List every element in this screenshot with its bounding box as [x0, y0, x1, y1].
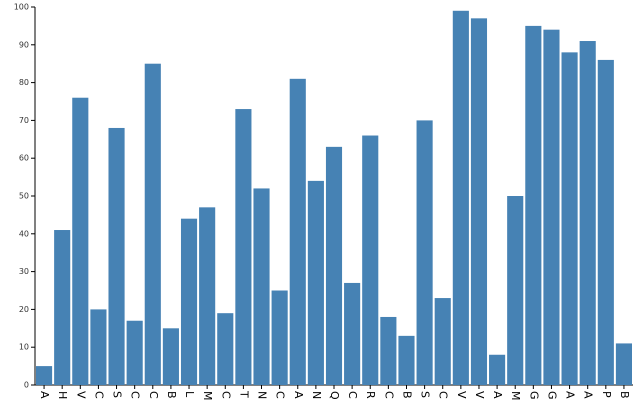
bar — [398, 335, 415, 385]
x-tick-label: B — [618, 391, 631, 399]
x-tick-label: C — [129, 391, 142, 399]
bar — [108, 127, 125, 386]
y-tick-label: 80 — [19, 78, 29, 87]
bar — [72, 97, 89, 385]
x-tick-label: P — [600, 391, 613, 398]
bar — [525, 25, 542, 386]
x-tick-label: A — [38, 391, 51, 399]
bar — [434, 298, 451, 385]
bar — [217, 313, 234, 385]
x-tick-label: R — [364, 391, 377, 399]
y-tick-label: 20 — [19, 305, 29, 314]
x-tick-label: S — [111, 391, 124, 398]
x-tick-label: N — [310, 391, 323, 399]
x-tick-label: A — [564, 391, 577, 399]
bar — [325, 146, 343, 385]
bar — [507, 196, 524, 385]
bar — [54, 230, 71, 385]
y-tick-label: 90 — [19, 40, 29, 49]
x-tick-label: G — [527, 391, 540, 400]
bar — [126, 320, 143, 385]
x-tick-label: C — [92, 391, 105, 399]
x-tick-label: C — [437, 391, 450, 399]
bar — [615, 343, 632, 385]
bar — [162, 328, 179, 385]
bar — [380, 316, 397, 385]
y-tick-label: 100 — [14, 3, 29, 12]
bar — [470, 18, 488, 386]
bar — [144, 63, 161, 385]
x-tick-label: S — [419, 391, 432, 398]
y-tick-label: 10 — [19, 343, 29, 352]
bar — [90, 309, 107, 385]
x-tick-label: C — [382, 391, 395, 399]
x-tick-label: C — [346, 391, 359, 399]
x-tick-label: B — [165, 391, 178, 399]
y-tick-label: 0 — [24, 381, 29, 390]
x-tick-label: V — [455, 391, 468, 399]
x-tick-label: M — [201, 391, 214, 400]
bar — [561, 52, 578, 386]
x-tick-label: C — [274, 391, 287, 399]
x-tick-label: H — [56, 391, 69, 399]
bar — [579, 41, 596, 386]
x-tick-label: A — [582, 391, 595, 399]
y-tick-label: 50 — [19, 192, 29, 201]
bar — [180, 218, 198, 385]
x-tick-label: A — [292, 391, 305, 399]
bar — [416, 120, 433, 386]
y-tick-label: 30 — [19, 267, 29, 276]
x-tick-label: V — [74, 391, 87, 399]
bar — [489, 354, 506, 385]
bar — [344, 282, 361, 385]
x-tick-label: N — [256, 391, 269, 399]
bar — [36, 366, 53, 385]
x-tick-label: C — [147, 391, 160, 399]
bar — [307, 180, 324, 385]
y-tick-label: 40 — [19, 229, 29, 238]
x-tick-label: L — [183, 391, 196, 398]
y-tick-label: 60 — [19, 154, 29, 163]
bar — [271, 290, 288, 385]
x-tick-label: Q — [328, 391, 341, 400]
x-tick-label: G — [545, 391, 558, 400]
bar — [597, 59, 614, 386]
bar — [199, 207, 216, 385]
bar — [235, 109, 252, 385]
x-tick-label: V — [473, 391, 486, 399]
bar — [362, 135, 379, 385]
x-tick-label: T — [237, 390, 250, 398]
y-tick-label: 70 — [19, 116, 29, 125]
x-tick-label: C — [219, 391, 232, 399]
bar — [543, 29, 560, 386]
bar — [452, 10, 469, 386]
x-tick-label: B — [400, 391, 413, 399]
bar — [253, 188, 270, 385]
bar — [289, 78, 306, 385]
x-tick-label: M — [509, 391, 522, 400]
x-tick-label: A — [491, 391, 504, 399]
